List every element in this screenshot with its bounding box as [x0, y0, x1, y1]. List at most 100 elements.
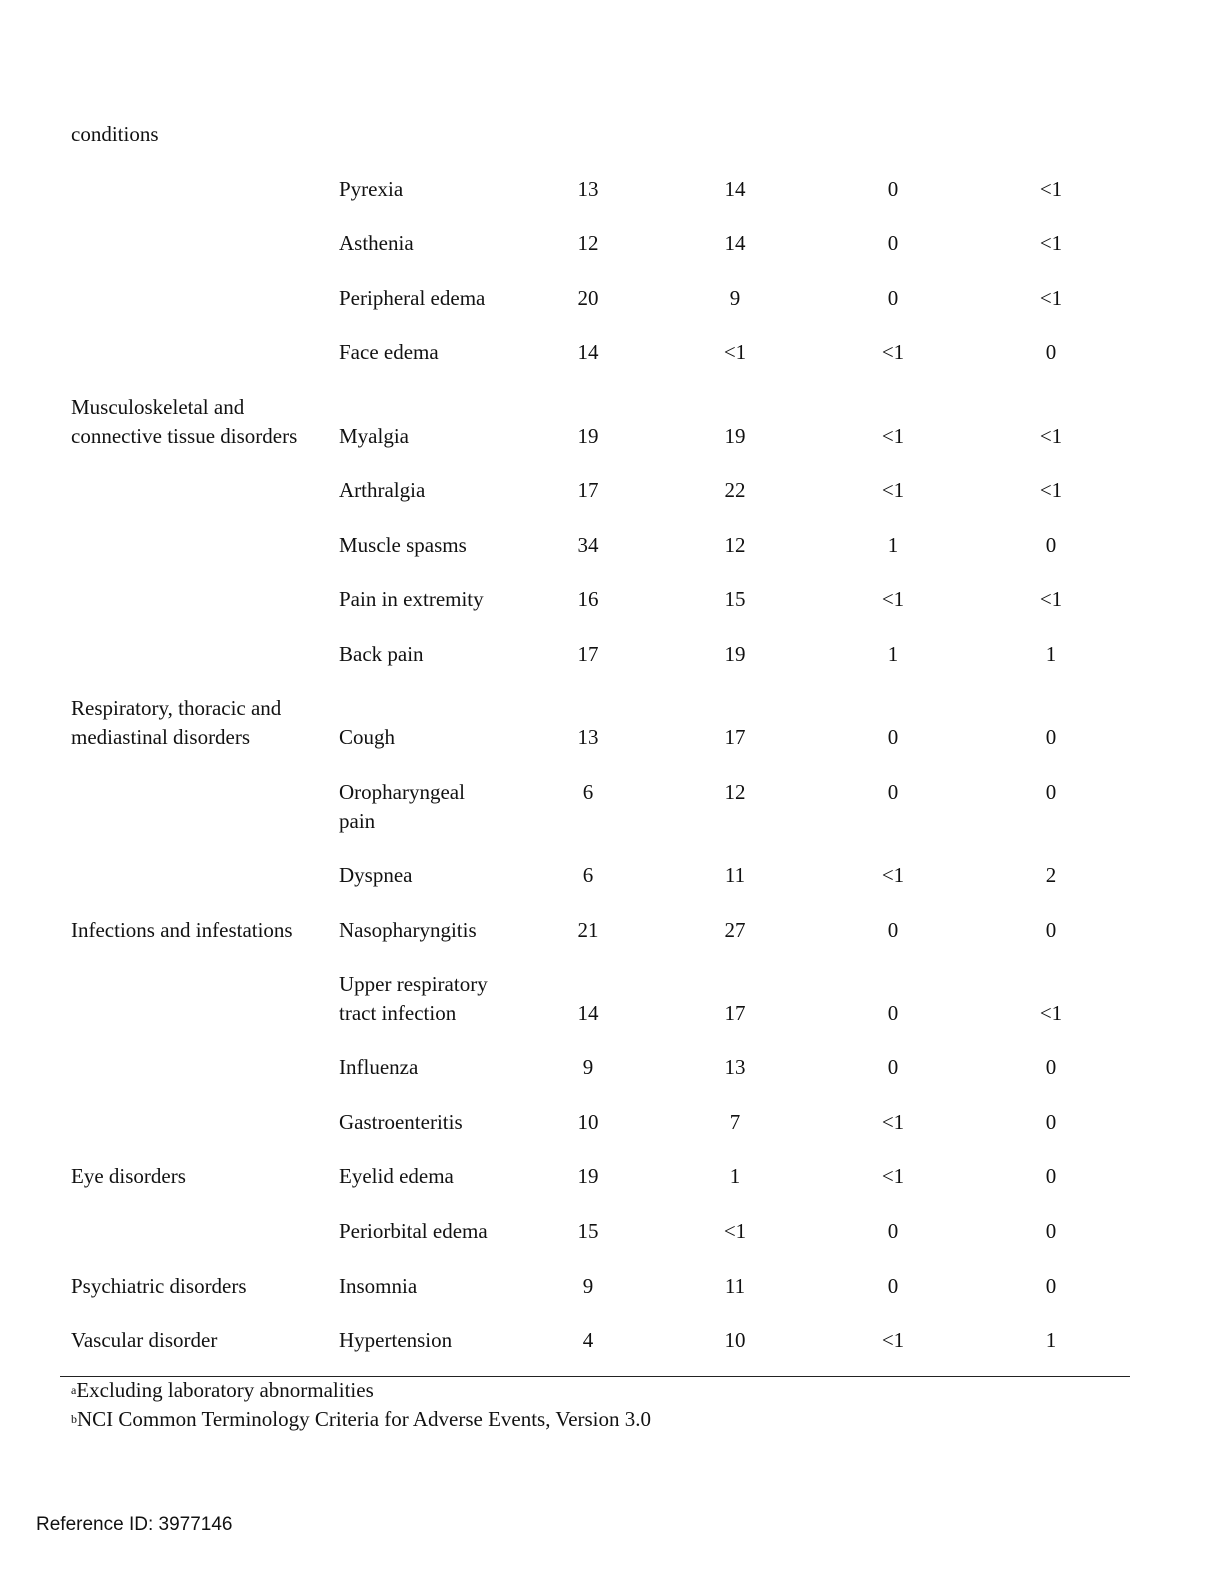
value-cell-col2: 22 — [724, 478, 746, 502]
value-cell-col4: 0 — [1045, 340, 1057, 364]
value-cell-col1: 10 — [577, 1110, 599, 1134]
adverse-reaction-term: Oropharyngeal pain — [339, 780, 465, 833]
value-cell-col3: <1 — [881, 1164, 905, 1188]
value-cell-col1: 17 — [577, 642, 599, 666]
value-cell-col1: 15 — [577, 1219, 599, 1243]
value-cell-col4: <1 — [1039, 286, 1063, 310]
value-cell-col3: 0 — [887, 1001, 899, 1025]
value-cell-col4: <1 — [1039, 177, 1063, 201]
value-cell-col4: 0 — [1045, 1055, 1057, 1079]
value-cell-col2: <1 — [723, 340, 747, 364]
value-cell-col3: <1 — [881, 587, 905, 611]
adverse-reaction-term: Peripheral edema — [339, 286, 486, 310]
value-cell-col3: 0 — [887, 725, 899, 749]
footnotes: aExcluding laboratory abnormalities bNCI… — [71, 1376, 971, 1434]
value-cell-col1: 9 — [582, 1274, 594, 1298]
value-cell-col2: <1 — [723, 1219, 747, 1243]
value-cell-col4: <1 — [1039, 424, 1063, 448]
value-cell-col3: <1 — [881, 1328, 905, 1352]
value-cell-col3: 0 — [887, 918, 899, 942]
value-cell-col1: 34 — [577, 533, 599, 557]
value-cell-col1: 6 — [582, 863, 594, 887]
system-organ-class-label: Musculoskeletal and connective tissue di… — [71, 395, 298, 448]
adverse-reaction-term: Hypertension — [339, 1328, 453, 1352]
value-cell-col2: 19 — [724, 424, 746, 448]
adverse-reaction-term: Nasopharyngitis — [339, 918, 477, 942]
value-cell-col4: 0 — [1045, 1110, 1057, 1134]
adverse-reaction-term: Face edema — [339, 340, 439, 364]
value-cell-col3: 1 — [887, 642, 899, 666]
adverse-reaction-term: Back pain — [339, 642, 424, 666]
system-organ-class-label: Vascular disorder — [71, 1328, 218, 1352]
system-organ-class-label: Psychiatric disorders — [71, 1274, 247, 1298]
value-cell-col2: 15 — [724, 587, 746, 611]
value-cell-col4: 2 — [1045, 863, 1057, 887]
adverse-reaction-term: Influenza — [339, 1055, 419, 1079]
adverse-reaction-term: Dyspnea — [339, 863, 413, 887]
value-cell-col3: 0 — [887, 1055, 899, 1079]
value-cell-col4: 0 — [1045, 1164, 1057, 1188]
value-cell-col2: 1 — [729, 1164, 741, 1188]
value-cell-col1: 9 — [582, 1055, 594, 1079]
value-cell-col2: 14 — [724, 177, 746, 201]
value-cell-col4: 0 — [1045, 918, 1057, 942]
value-cell-col3: 0 — [887, 231, 899, 255]
value-cell-col2: 13 — [724, 1055, 746, 1079]
adverse-reaction-term: Eyelid edema — [339, 1164, 454, 1188]
value-cell-col1: 12 — [577, 231, 599, 255]
value-cell-col4: 0 — [1045, 533, 1057, 557]
adverse-reaction-term: Upper respiratory tract infection — [339, 972, 488, 1025]
value-cell-col4: 0 — [1045, 780, 1057, 804]
table-bottom-rule — [60, 1376, 1130, 1377]
value-cell-col1: 19 — [577, 424, 599, 448]
value-cell-col3: <1 — [881, 1110, 905, 1134]
adverse-reaction-term: Pain in extremity — [339, 587, 484, 611]
value-cell-col2: 27 — [724, 918, 746, 942]
value-cell-col2: 19 — [724, 642, 746, 666]
adverse-reaction-term: Gastroenteritis — [339, 1110, 463, 1134]
adverse-reaction-term: Periorbital edema — [339, 1219, 488, 1243]
value-cell-col2: 17 — [724, 1001, 746, 1025]
value-cell-col4: <1 — [1039, 478, 1063, 502]
system-organ-class-label: Infections and infestations — [71, 918, 293, 942]
system-organ-class-label: conditions — [71, 122, 159, 146]
value-cell-col1: 19 — [577, 1164, 599, 1188]
value-cell-col2: 17 — [724, 725, 746, 749]
value-cell-col1: 17 — [577, 478, 599, 502]
value-cell-col1: 13 — [577, 725, 599, 749]
value-cell-col2: 9 — [729, 286, 741, 310]
value-cell-col3: <1 — [881, 863, 905, 887]
value-cell-col2: 11 — [724, 863, 746, 887]
value-cell-col4: <1 — [1039, 1001, 1063, 1025]
value-cell-col3: 1 — [887, 533, 899, 557]
value-cell-col2: 14 — [724, 231, 746, 255]
value-cell-col2: 12 — [724, 780, 746, 804]
value-cell-col4: <1 — [1039, 587, 1063, 611]
footnote-a: aExcluding laboratory abnormalities — [71, 1376, 971, 1405]
value-cell-col2: 10 — [724, 1328, 746, 1352]
footnote-text: NCI Common Terminology Criteria for Adve… — [77, 1407, 652, 1431]
footnote-marker: b — [71, 1412, 77, 1426]
value-cell-col1: 14 — [577, 340, 599, 364]
value-cell-col3: 0 — [887, 177, 899, 201]
adverse-reaction-term: Myalgia — [339, 424, 409, 448]
value-cell-col3: 0 — [887, 286, 899, 310]
value-cell-col4: 1 — [1045, 642, 1057, 666]
value-cell-col1: 20 — [577, 286, 599, 310]
value-cell-col4: 0 — [1045, 1274, 1057, 1298]
value-cell-col2: 7 — [729, 1110, 741, 1134]
footnote-b: bNCI Common Terminology Criteria for Adv… — [71, 1405, 971, 1434]
adverse-reaction-term: Muscle spasms — [339, 533, 467, 557]
value-cell-col3: <1 — [881, 478, 905, 502]
reference-id: Reference ID: 3977146 — [36, 1514, 233, 1535]
value-cell-col3: <1 — [881, 424, 905, 448]
value-cell-col3: 0 — [887, 1274, 899, 1298]
footnote-text: Excluding laboratory abnormalities — [76, 1378, 374, 1402]
adverse-reaction-term: Arthralgia — [339, 478, 426, 502]
value-cell-col1: 14 — [577, 1001, 599, 1025]
value-cell-col1: 16 — [577, 587, 599, 611]
footnote-marker: a — [71, 1383, 77, 1397]
value-cell-col2: 11 — [724, 1274, 746, 1298]
value-cell-col1: 4 — [582, 1328, 594, 1352]
